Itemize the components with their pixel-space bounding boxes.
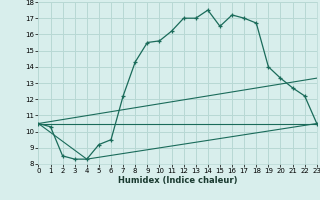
X-axis label: Humidex (Indice chaleur): Humidex (Indice chaleur) <box>118 176 237 185</box>
